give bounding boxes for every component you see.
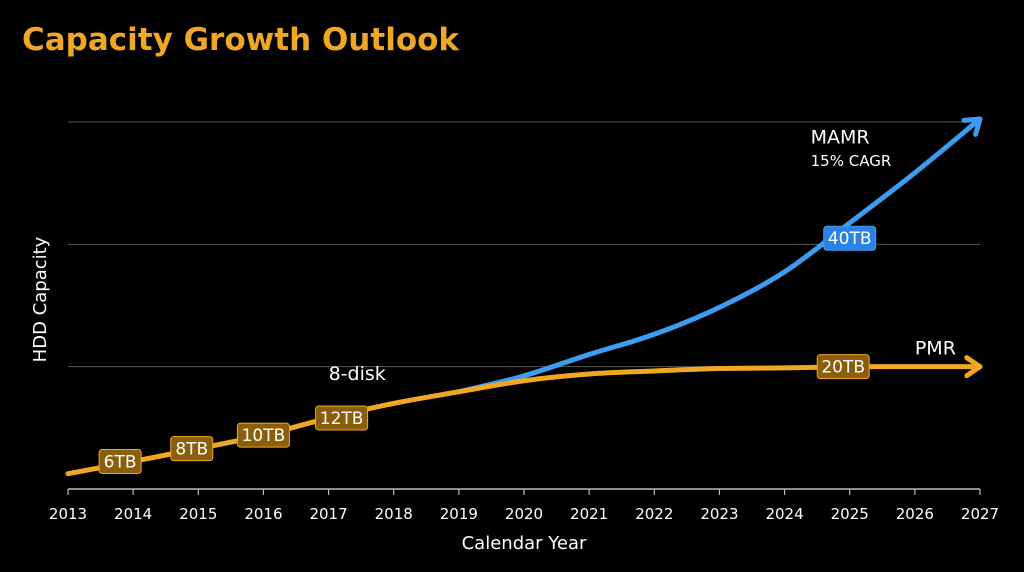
y-axis-label: HDD Capacity xyxy=(30,236,51,362)
annotation-label: PMR xyxy=(915,337,956,359)
x-tick-label: 2019 xyxy=(440,505,478,523)
pmr-capacity-tag xyxy=(236,422,290,448)
capacity-tag-label: 10TB xyxy=(242,426,286,446)
x-tick-label: 2014 xyxy=(114,505,152,523)
x-axis-label: Calendar Year xyxy=(462,533,587,554)
x-tick-label: 2025 xyxy=(831,505,869,523)
x-tick-label: 2013 xyxy=(49,505,87,523)
capacity-tag-label: 20TB xyxy=(821,358,865,378)
x-tick-label: 2015 xyxy=(179,505,217,523)
page-title: Capacity Growth Outlook xyxy=(22,22,460,58)
mamr-capacity-tag xyxy=(823,225,877,251)
pmr-capacity-tag xyxy=(816,354,870,380)
capacity-tag-label: 12TB xyxy=(320,409,364,429)
pmr-capacity-tag xyxy=(170,436,214,462)
annotation-label: 15% CAGR xyxy=(811,152,892,170)
capacity-tag-label: 6TB xyxy=(104,452,137,472)
x-tick-label: 2018 xyxy=(375,505,413,523)
x-tick-label: 2024 xyxy=(765,505,803,523)
pmr-capacity-tag xyxy=(98,448,142,474)
x-tick-label: 2022 xyxy=(635,505,673,523)
x-tick-label: 2027 xyxy=(961,505,999,523)
x-tick-label: 2020 xyxy=(505,505,543,523)
x-tick-label: 2026 xyxy=(896,505,934,523)
mamr-series-line xyxy=(456,116,983,395)
x-tick-label: 2017 xyxy=(309,505,347,523)
pmr-arrow-icon xyxy=(964,355,983,379)
capacity-tag-label: 40TB xyxy=(828,229,872,249)
pmr-capacity-tag xyxy=(315,405,369,431)
x-tick-label: 2016 xyxy=(244,505,282,523)
x-tick-label: 2023 xyxy=(700,505,738,523)
annotation-label: 8-disk xyxy=(329,363,386,385)
x-tick-label: 2021 xyxy=(570,505,608,523)
mamr-arrow-icon xyxy=(961,116,983,137)
capacity-tag-label: 8TB xyxy=(175,440,208,460)
annotation-label: MAMR xyxy=(811,126,870,148)
